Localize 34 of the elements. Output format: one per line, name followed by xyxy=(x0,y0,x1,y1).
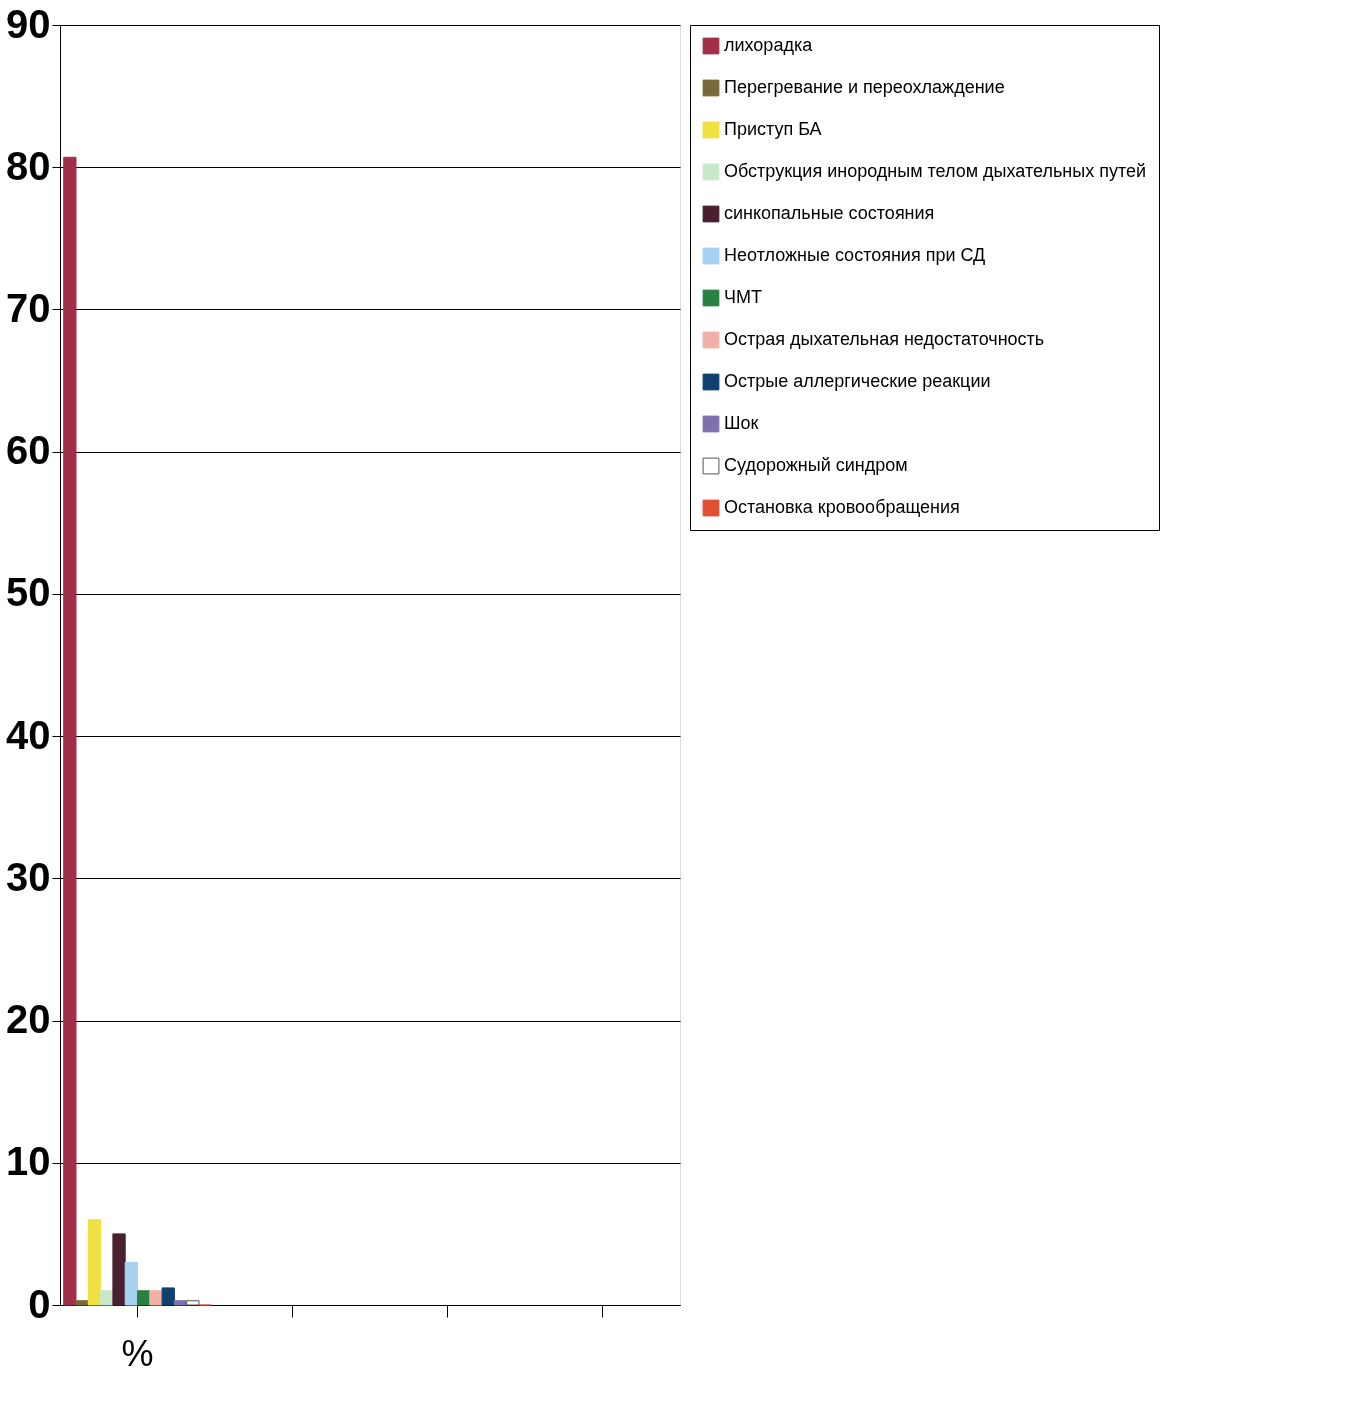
legend-label: лихорадка xyxy=(724,35,814,55)
y-tick-label: 10 xyxy=(6,1139,51,1184)
legend-label: Острая дыхательная недостаточность xyxy=(724,329,1045,349)
bar xyxy=(161,1287,175,1306)
y-tick-label: 50 xyxy=(6,570,51,615)
bar xyxy=(87,1219,102,1306)
bar xyxy=(112,1233,126,1306)
legend-label: Острые аллергические реакции xyxy=(724,371,991,391)
y-tick-label: 80 xyxy=(6,143,51,188)
legend-label: Обструкция инородным телом дыхательных путей xyxy=(724,161,1147,181)
legend-label: Приступ БА xyxy=(724,119,822,139)
legend-label: Остановка кровообращения xyxy=(724,497,960,517)
legend-label: Неотложные состояния при СД xyxy=(724,245,986,265)
bar xyxy=(75,1300,89,1306)
y-tick-label: 90 xyxy=(6,1,51,46)
legend-label: Шок xyxy=(724,413,759,433)
x-tick-label: % xyxy=(121,1332,154,1374)
bar xyxy=(100,1290,114,1306)
y-tick-label: 30 xyxy=(6,854,51,899)
y-tick-label: 20 xyxy=(6,997,51,1042)
y-tick-label: 60 xyxy=(6,428,51,473)
legend-label: Судорожный синдром xyxy=(724,455,908,475)
bar xyxy=(186,1300,200,1306)
bar xyxy=(137,1290,151,1306)
y-tick-label: 40 xyxy=(6,712,51,757)
bar xyxy=(149,1290,163,1306)
legend-label: Перегревание и переохлаждение xyxy=(724,77,1005,97)
bar xyxy=(63,156,77,1306)
bar xyxy=(173,1300,188,1306)
legend-label: ЧМТ xyxy=(724,287,762,307)
bar xyxy=(124,1261,138,1306)
legend-label: синкопальные состояния xyxy=(724,203,935,223)
y-tick-label: 70 xyxy=(6,285,51,330)
y-tick-label: 0 xyxy=(28,1281,51,1326)
